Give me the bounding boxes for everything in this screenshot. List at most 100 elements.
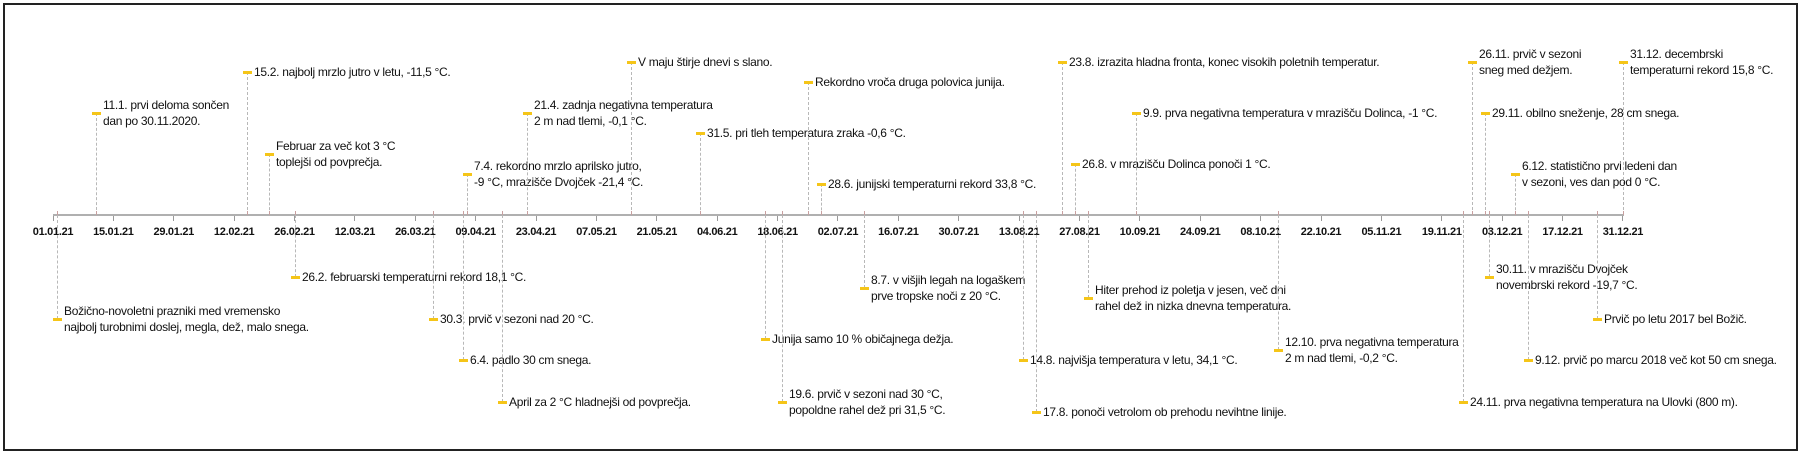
event-marker <box>761 338 770 341</box>
event-connector-line <box>1515 174 1516 215</box>
event-label: 9.9. prva negativna temperatura v mraziš… <box>1143 105 1438 121</box>
event-marker <box>463 173 472 176</box>
event-label: 19.6. prvič v sezoni nad 30 °C, popoldne … <box>789 386 946 418</box>
event-label-line: 30.11. v mrazišču Dvojček <box>1496 262 1628 276</box>
event-marker <box>243 71 252 74</box>
axis-tick-label: 18.06.21 <box>757 226 798 238</box>
event-axis-tick <box>782 211 783 215</box>
event-connector-line <box>1036 215 1037 412</box>
axis-tick <box>475 216 477 221</box>
event-connector-line <box>1023 215 1024 360</box>
event-label-line: 8.7. v višjih legah na logaškem <box>871 273 1026 287</box>
event-label: V maju štirje dnevi s slano. <box>638 54 773 70</box>
event-axis-tick <box>631 211 632 215</box>
event-label-line: 31.5. pri tleh temperatura zraka -0,6 °C… <box>707 126 906 140</box>
event-connector-line <box>1088 215 1089 298</box>
event-label-line: 9.12. prvič po marcu 2018 več kot 50 cm … <box>1535 353 1777 367</box>
event-label: 8.7. v višjih legah na logaškem prve trop… <box>871 272 1025 304</box>
event-label: Februar za več kot 3 °C toplejši od povpr… <box>276 138 396 170</box>
event-label: 6.4. padlo 30 cm snega. <box>470 352 591 368</box>
event-axis-tick <box>527 211 528 215</box>
axis-tick <box>354 216 356 221</box>
axis-tick <box>535 216 537 221</box>
axis-tick-label: 17.12.21 <box>1542 226 1583 238</box>
axis-tick-label: 04.06.21 <box>696 226 738 238</box>
event-label: 23.8. izrazita hladna fronta, konec viso… <box>1069 54 1380 70</box>
event-label-line: Februar za več kot 3 °C <box>276 139 396 153</box>
axis-tick <box>112 216 114 221</box>
event-label: 17.8. ponoči vetrolom ob prehodu nevihtn… <box>1043 404 1287 420</box>
axis-tick <box>294 216 296 221</box>
event-label-line: toplejši od povprečja. <box>276 155 383 169</box>
axis-tick-label: 23.04.21 <box>515 226 557 238</box>
event-marker <box>1274 349 1283 352</box>
event-marker <box>1524 359 1533 362</box>
event-marker <box>1511 173 1520 176</box>
event-label-line: Hiter prehod iz poletja v jesen, več dni <box>1095 283 1286 297</box>
axis-tick-label: 08.10.21 <box>1240 226 1281 238</box>
event-marker <box>498 401 507 404</box>
event-connector-line <box>467 174 468 215</box>
event-label-line: 26.2. februarski temperaturni rekord 18,… <box>302 270 527 284</box>
event-axis-tick <box>1472 211 1473 215</box>
event-axis-tick <box>433 211 434 215</box>
axis-tick-label: 16.07.21 <box>878 226 919 238</box>
event-connector-line <box>295 215 296 277</box>
event-connector-line <box>527 113 528 215</box>
event-label-line: 26.11. prvič v sezoni <box>1479 47 1582 61</box>
event-marker <box>459 359 468 362</box>
event-label: 11.1. prvi deloma sončen dan po 30.11.202… <box>103 97 229 129</box>
event-axis-tick <box>295 211 296 215</box>
axis-tick <box>1018 216 1020 221</box>
event-marker <box>291 276 300 279</box>
event-marker <box>1019 359 1028 362</box>
event-connector-line <box>1075 164 1076 215</box>
event-connector-line <box>700 133 701 215</box>
event-label: 29.11. obilno sneženje, 28 cm snega. <box>1492 105 1679 121</box>
event-axis-tick <box>700 211 701 215</box>
event-marker <box>1071 163 1080 166</box>
event-label-line: Božično-novoletni prazniki med vremensko <box>64 304 281 318</box>
event-marker <box>1084 297 1093 300</box>
event-label: Rekordno vroča druga polovica junija. <box>815 74 1005 90</box>
event-axis-tick <box>1597 211 1598 215</box>
event-marker <box>817 183 826 186</box>
event-marker <box>627 61 636 64</box>
axis-tick <box>1562 216 1564 221</box>
event-connector-line <box>1463 215 1464 402</box>
axis-tick-label: 30.07.21 <box>938 226 980 238</box>
axis-tick <box>1078 216 1080 221</box>
event-label-line: najbolj turobnimi doslej, megla, dež, ma… <box>64 320 309 334</box>
event-label-line: rahel dež in nizka dnevna temperatura. <box>1095 299 1292 313</box>
event-connector-line <box>782 215 783 402</box>
event-axis-tick <box>864 211 865 215</box>
axis-tick <box>595 216 597 221</box>
axis-tick-label: 10.09.21 <box>1119 226 1161 238</box>
event-label-line: temperaturni rekord 15,8 °C. <box>1630 63 1774 77</box>
event-marker <box>804 81 813 84</box>
axis-tick <box>1380 216 1382 221</box>
event-label-line: sneg med dežjem. <box>1479 63 1573 77</box>
event-label: Božično-novoletni prazniki med vremensko… <box>64 303 309 335</box>
axis-tick-label: 22.10.21 <box>1300 226 1342 238</box>
event-axis-tick <box>808 211 809 215</box>
event-connector-line <box>631 62 632 215</box>
event-axis-tick <box>96 211 97 215</box>
event-connector-line <box>1528 215 1529 360</box>
axis-tick-label: 12.03.21 <box>334 226 376 238</box>
event-label: 26.2. februarski temperaturni rekord 18,… <box>302 269 526 285</box>
event-connector-line <box>808 82 809 215</box>
axis-tick-label: 09.04.21 <box>455 226 496 238</box>
axis-tick <box>958 216 960 221</box>
axis-tick <box>777 216 779 221</box>
event-label-line: -9 °C, mrazišče Dvojček -21,4 °C. <box>474 175 644 189</box>
event-axis-tick <box>1489 211 1490 215</box>
axis-tick-label: 21.05.21 <box>636 226 678 238</box>
event-label: 24.11. prva negativna temperatura na Ulo… <box>1470 394 1738 410</box>
axis-tick <box>837 216 839 221</box>
event-label: April za 2 °C hladnejši od povprečja. <box>509 394 691 410</box>
event-label-line: 6.4. padlo 30 cm snega. <box>470 353 592 367</box>
event-label: 31.12. decembrski temperaturni rekord 15,… <box>1630 46 1773 78</box>
event-marker <box>1468 61 1477 64</box>
event-marker <box>429 318 438 321</box>
